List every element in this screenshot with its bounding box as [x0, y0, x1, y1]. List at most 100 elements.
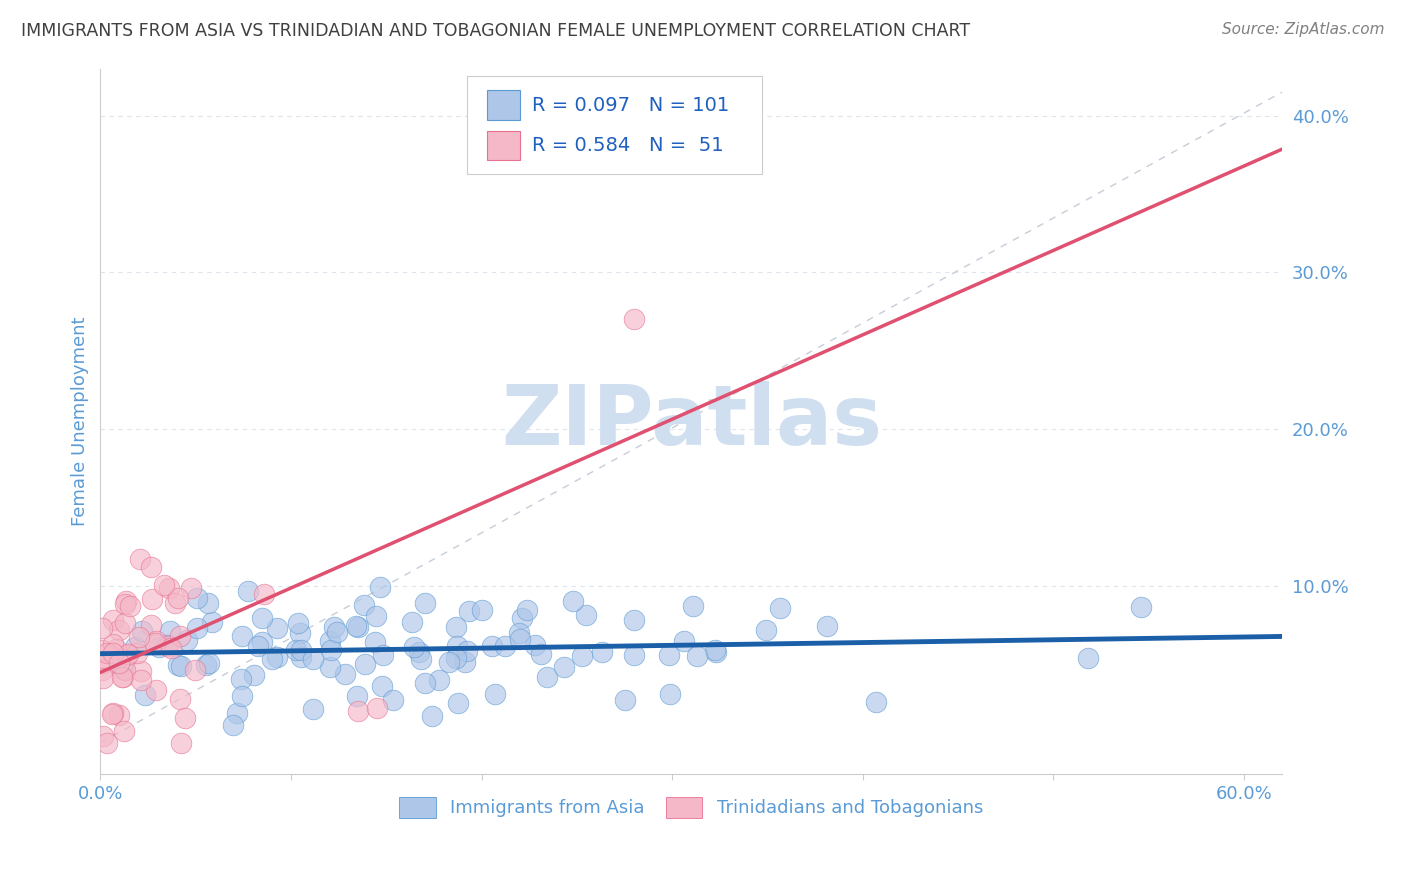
Text: R = 0.097   N = 101: R = 0.097 N = 101	[531, 95, 728, 115]
Point	[131, 673, 153, 688]
Point	[481, 639, 503, 653]
Point	[322, 620, 344, 634]
Point	[427, 673, 450, 687]
Point	[250, 635, 273, 649]
Point	[91, 671, 114, 685]
Point	[134, 688, 156, 702]
Point	[93, 729, 115, 743]
Point	[107, 656, 129, 670]
Point	[114, 663, 136, 677]
Point	[117, 647, 139, 661]
Y-axis label: Female Unemployment: Female Unemployment	[72, 317, 89, 526]
Point	[156, 638, 179, 652]
Text: ZIPatlas: ZIPatlas	[501, 381, 882, 462]
Point	[107, 624, 129, 638]
Point	[231, 672, 253, 686]
Point	[509, 632, 531, 646]
Point	[366, 701, 388, 715]
Point	[226, 706, 249, 720]
Point	[413, 676, 436, 690]
Point	[120, 599, 142, 613]
Point	[290, 649, 312, 664]
Point	[703, 643, 725, 657]
Point	[290, 642, 312, 657]
Point	[484, 687, 506, 701]
Point	[415, 596, 437, 610]
Point	[510, 611, 533, 625]
Point	[508, 625, 530, 640]
Point	[302, 651, 325, 665]
Point	[231, 629, 253, 643]
Point	[346, 689, 368, 703]
Point	[344, 618, 367, 632]
Point	[354, 657, 377, 672]
Point	[319, 634, 342, 648]
Point	[117, 648, 139, 663]
Point	[456, 644, 478, 658]
Point	[253, 587, 276, 601]
Text: Source: ZipAtlas.com: Source: ZipAtlas.com	[1222, 22, 1385, 37]
Point	[408, 645, 430, 659]
Point	[815, 619, 838, 633]
Point	[101, 707, 124, 722]
Point	[101, 637, 124, 651]
Point	[96, 646, 118, 660]
Point	[112, 662, 135, 676]
Point	[104, 641, 127, 656]
Point	[167, 657, 190, 672]
FancyBboxPatch shape	[486, 130, 520, 161]
Point	[157, 582, 180, 596]
Point	[471, 603, 494, 617]
Point	[90, 643, 112, 657]
Point	[176, 632, 198, 647]
Text: R = 0.584   N =  51: R = 0.584 N = 51	[531, 136, 723, 155]
Point	[141, 591, 163, 606]
Point	[613, 693, 636, 707]
Point	[184, 663, 207, 677]
Point	[447, 696, 470, 710]
Point	[115, 594, 138, 608]
Point	[90, 663, 112, 677]
Point	[262, 652, 284, 666]
Point	[231, 690, 253, 704]
Point	[368, 580, 391, 594]
Point	[167, 591, 190, 605]
Point	[1077, 651, 1099, 665]
Point	[169, 691, 191, 706]
Point	[128, 552, 150, 566]
Point	[865, 695, 887, 709]
Point	[371, 679, 394, 693]
Point	[222, 718, 245, 732]
Point	[111, 670, 134, 684]
Point	[112, 724, 135, 739]
Point	[335, 666, 357, 681]
Point	[163, 596, 186, 610]
FancyBboxPatch shape	[467, 76, 762, 174]
Point	[186, 591, 208, 605]
Point	[169, 629, 191, 643]
Point	[145, 634, 167, 648]
Point	[346, 620, 368, 634]
Point	[682, 599, 704, 614]
Point	[91, 656, 114, 670]
Point	[125, 646, 148, 660]
Point	[160, 640, 183, 655]
Point	[197, 596, 219, 610]
Point	[1130, 600, 1153, 615]
Point	[494, 640, 516, 654]
Point	[156, 639, 179, 653]
Point	[402, 640, 425, 654]
Point	[180, 581, 202, 595]
Point	[446, 639, 468, 653]
Point	[129, 665, 152, 679]
Point	[114, 616, 136, 631]
Point	[591, 644, 613, 658]
Point	[108, 707, 131, 722]
Text: IMMIGRANTS FROM ASIA VS TRINIDADIAN AND TOBAGONIAN FEMALE UNEMPLOYMENT CORRELATI: IMMIGRANTS FROM ASIA VS TRINIDADIAN AND …	[21, 22, 970, 40]
Point	[148, 640, 170, 654]
Point	[453, 655, 475, 669]
Point	[571, 649, 593, 664]
Point	[382, 692, 405, 706]
Point	[319, 660, 342, 674]
Point	[623, 648, 645, 663]
